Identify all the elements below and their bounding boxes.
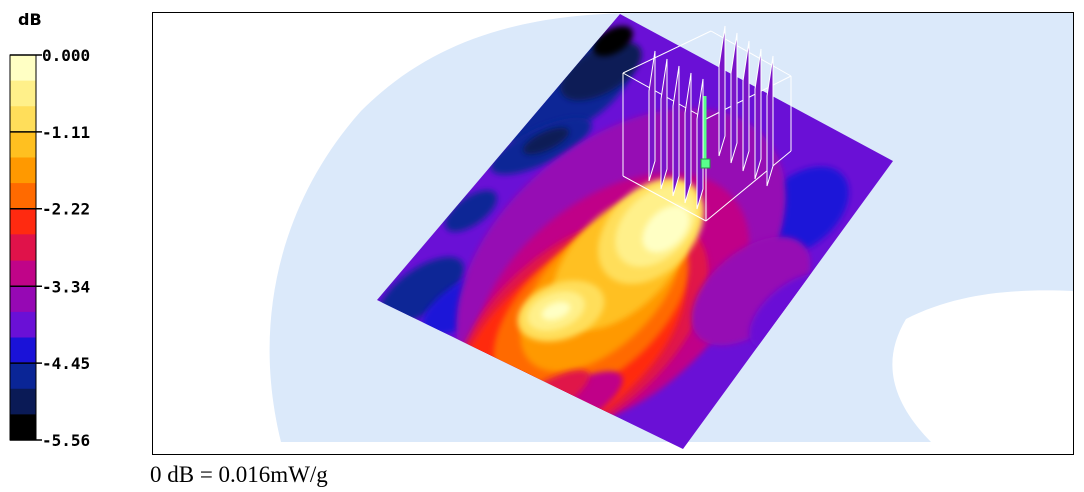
colorbar-band: [10, 157, 36, 184]
field-contour: [378, 257, 464, 325]
cube-edge: [622, 30, 712, 74]
measurement-slice: [672, 65, 680, 197]
sar-plot-frame: [152, 12, 1074, 455]
measurement-slice: [696, 78, 704, 210]
field-contour: [541, 301, 571, 321]
colorbar-band: [10, 388, 36, 415]
cube-edge: [705, 150, 792, 222]
cube-edge: [622, 175, 707, 222]
field-contour: [691, 236, 811, 346]
measurement-slice: [730, 32, 738, 164]
colorbar-tick-label: -1.11: [42, 123, 90, 142]
colorbar-title: dB: [18, 10, 42, 29]
field-contour: [642, 205, 690, 253]
colorbar-tick-label: -3.34: [42, 277, 90, 296]
colorbar-band: [10, 208, 36, 235]
colorbar-band: [10, 414, 36, 441]
measurement-slice: [766, 55, 774, 187]
measurement-slice: [742, 40, 750, 172]
field-contour: [445, 190, 497, 232]
measurement-slice: [648, 50, 656, 182]
colorbar-band: [10, 337, 36, 364]
colorbar-band: [10, 311, 36, 339]
colorbar-band: [10, 363, 36, 390]
reference-caption: 0 dB = 0.016mW/g: [150, 462, 328, 487]
colorbar-tick-label: -5.56: [42, 431, 90, 450]
colorbar: 0.000 -1.11 -2.22 -3.34 -4.45 -5.56: [9, 46, 90, 450]
measurement-cube: [622, 25, 792, 222]
measurement-slice: [660, 58, 668, 190]
sar-field-plot: [269, 13, 1073, 449]
colorbar-band: [10, 260, 36, 287]
field-contour: [560, 41, 642, 101]
colorbar-tick-label: 0.000: [42, 46, 90, 65]
probe-marker: [700, 158, 711, 169]
colorbar-band: [10, 286, 36, 313]
colorbar-band: [10, 55, 36, 82]
field-contour: [523, 127, 569, 155]
measurement-slice: [754, 48, 762, 180]
colorbar-band: [10, 106, 36, 133]
colorbar-band: [10, 183, 36, 210]
colorbar-band: [10, 131, 36, 158]
colorbar-band: [10, 234, 36, 262]
colorbar-tick-label: -2.22: [42, 200, 90, 219]
measurement-slice: [718, 25, 726, 157]
colorbar-band: [10, 80, 36, 107]
colorbar-tick-label: -4.45: [42, 354, 90, 373]
measurement-slice: [684, 72, 692, 204]
